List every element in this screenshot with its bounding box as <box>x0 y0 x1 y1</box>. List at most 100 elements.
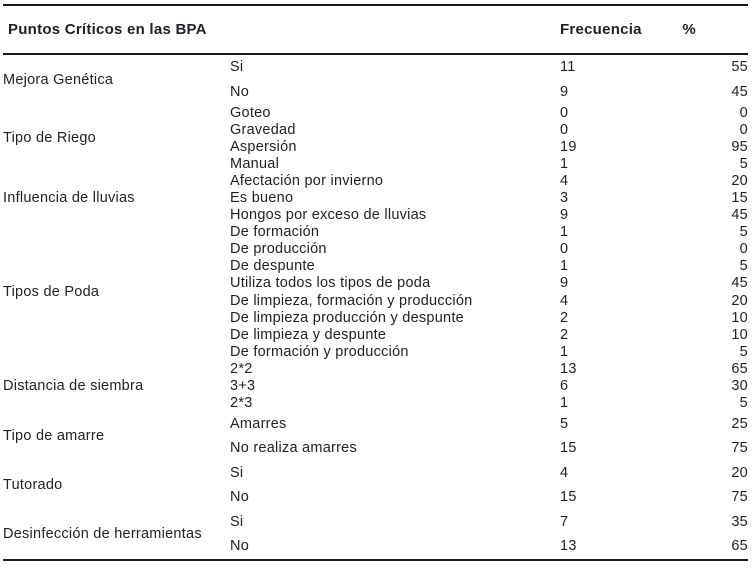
table-top-rule <box>3 4 748 6</box>
subitem-cell: De limpieza y despunte <box>230 326 387 343</box>
subitem-cell: De despunte <box>230 258 315 275</box>
table-row: Manual 1 5 <box>3 155 748 172</box>
percent-cell: 55 <box>731 59 748 76</box>
table-row: Aspersión 19 95 <box>3 138 748 155</box>
percent-cell: 75 <box>731 489 748 506</box>
subitem-cell: Utiliza todos los tipos de poda <box>230 275 431 292</box>
table-row: Utiliza todos los tipos de poda 9 45 <box>3 275 748 292</box>
subitem-cell: 3+3 <box>230 378 256 395</box>
table-row: No 9 45 <box>3 80 748 105</box>
percent-cell: 65 <box>731 360 748 377</box>
subitem-cell: De limpieza, formación y producción <box>230 292 473 309</box>
table-row: 3+3 6 30 <box>3 378 748 395</box>
category-cell: Tutorado <box>3 477 63 494</box>
frecuencia-cell: 2 <box>560 309 569 326</box>
subitem-cell: Gravedad <box>230 121 296 138</box>
percent-cell: 5 <box>739 258 748 275</box>
table-row: 2*3 1 5 <box>3 395 748 412</box>
table-row: De formación y producción 1 5 <box>3 343 748 360</box>
table-row: No 13 65 <box>3 534 748 559</box>
percent-cell: 45 <box>731 275 748 292</box>
table-row: Tipo de amarre Amarres 5 25 <box>3 412 748 444</box>
percent-cell: 5 <box>739 343 748 360</box>
table-row: Gravedad 0 0 <box>3 121 748 138</box>
frecuencia-cell: 4 <box>560 292 569 309</box>
percent-cell: 65 <box>731 538 748 555</box>
frecuencia-cell: 1 <box>560 155 569 172</box>
percent-cell: 45 <box>731 207 748 224</box>
table-row: De producción 0 0 <box>3 241 748 258</box>
frecuencia-cell: 1 <box>560 343 569 360</box>
percent-cell: 0 <box>739 121 748 138</box>
table-row: Tutorado Si 4 20 <box>3 461 748 493</box>
percent-cell: 10 <box>731 309 748 326</box>
percent-cell: 45 <box>731 83 748 100</box>
table-bottom-rule <box>3 558 748 562</box>
header-frecuencia: Frecuencia <box>560 21 642 38</box>
frecuencia-cell: 4 <box>560 464 569 481</box>
frecuencia-cell: 9 <box>560 275 569 292</box>
frecuencia-cell: 9 <box>560 207 569 224</box>
table-row: Hongos por exceso de lluvias 9 45 <box>3 207 748 224</box>
frecuencia-cell: 9 <box>560 83 569 100</box>
table-row: Influencia de lluvias Afectación por invi… <box>3 172 748 206</box>
category-cell: Mejora Genética <box>3 71 114 88</box>
table-row: Desinfección de herramientas Si 7 35 <box>3 510 748 542</box>
frecuencia-cell: 7 <box>560 513 569 530</box>
header-puntos-criticos: Puntos Críticos en las BPA <box>8 21 207 38</box>
subitem-cell: Si <box>230 513 244 530</box>
table-row: De despunte 1 5 <box>3 258 748 275</box>
header-percent: % <box>682 21 696 38</box>
subitem-cell: Goteo <box>230 104 271 121</box>
table-row: De limpieza producción y despunte 2 10 <box>3 309 748 326</box>
frecuencia-cell: 0 <box>560 241 569 258</box>
frecuencia-cell: 19 <box>560 138 577 155</box>
table-row: De limpieza, formación y producción 4 20 <box>3 292 748 309</box>
subitem-cell: De producción <box>230 241 327 258</box>
subitem-cell: De formación y producción <box>230 343 409 360</box>
subitem-cell: Afectación por invierno <box>230 172 384 189</box>
subitem-cell: Es bueno <box>230 190 294 207</box>
frecuencia-cell: 15 <box>560 440 577 457</box>
table-header-rule <box>3 53 748 55</box>
percent-cell: 5 <box>739 395 748 412</box>
table-rows-container: Mejora Genética Si 11 55 No 9 45 Tipo de Riego G… <box>3 55 748 559</box>
category-cell: Influencia de lluvias <box>3 190 135 207</box>
subitem-cell: No <box>230 83 250 100</box>
table-row: De limpieza y despunte 2 10 <box>3 326 748 343</box>
percent-cell: 10 <box>731 326 748 343</box>
percent-cell: 20 <box>731 172 748 189</box>
frecuencia-cell: 0 <box>560 104 569 121</box>
percent-cell: 0 <box>739 104 748 121</box>
frecuencia-cell: 1 <box>560 224 569 241</box>
percent-cell: 75 <box>731 440 748 457</box>
subitem-cell: No <box>230 489 250 506</box>
frecuencia-cell: 5 <box>560 415 569 432</box>
table-row: Tipo de Riego Goteo 0 0 <box>3 104 748 147</box>
subitem-cell: Aspersión <box>230 138 297 155</box>
frecuencia-cell: 0 <box>560 121 569 138</box>
percent-cell: 15 <box>731 190 748 207</box>
percent-cell: 25 <box>731 415 748 432</box>
frecuencia-cell: 6 <box>560 378 569 395</box>
frecuencia-cell: 4 <box>560 172 569 189</box>
category-cell: Distancia de siembra <box>3 378 144 395</box>
percent-cell: 20 <box>731 464 748 481</box>
category-cell: Tipo de amarre <box>3 428 105 445</box>
table-row: No realiza amarres 15 75 <box>3 436 748 461</box>
subitem-cell: 2*2 <box>230 360 253 377</box>
frecuencia-cell: 2 <box>560 326 569 343</box>
subitem-cell: Si <box>230 464 244 481</box>
table-row: No 15 75 <box>3 485 748 510</box>
percent-cell: 20 <box>731 292 748 309</box>
table-body: Mejora Genética Si 11 55 No 9 45 Tipo de Riego G… <box>3 55 748 559</box>
subitem-cell: Manual <box>230 155 280 172</box>
category-cell: Tipos de Poda <box>3 284 100 301</box>
frecuencia-cell: 15 <box>560 489 577 506</box>
percent-cell: 30 <box>731 378 748 395</box>
subitem-cell: De limpieza producción y despunte <box>230 309 464 326</box>
subitem-cell: Hongos por exceso de lluvias <box>230 207 427 224</box>
subitem-cell: Amarres <box>230 415 287 432</box>
frecuencia-cell: 3 <box>560 190 569 207</box>
